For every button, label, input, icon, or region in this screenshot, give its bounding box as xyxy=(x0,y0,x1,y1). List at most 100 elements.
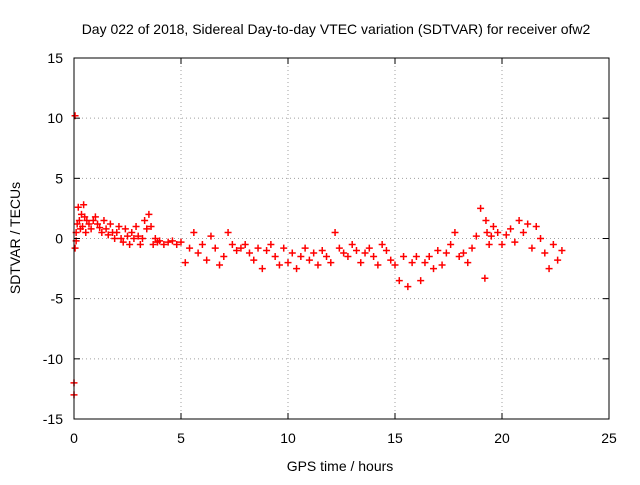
data-point xyxy=(314,261,322,269)
data-point xyxy=(73,220,81,228)
data-point xyxy=(412,253,420,261)
data-point xyxy=(494,228,502,236)
data-point xyxy=(81,213,89,221)
data-point xyxy=(425,253,433,261)
data-point xyxy=(487,232,495,240)
data-point xyxy=(147,222,155,230)
x-tick-label: 10 xyxy=(280,430,296,446)
data-point xyxy=(442,249,450,257)
y-axis-label: SDTVAR / TECUs xyxy=(7,182,23,294)
data-point xyxy=(417,277,425,285)
data-point xyxy=(74,203,82,211)
data-point xyxy=(378,241,386,249)
data-point xyxy=(267,241,275,249)
data-point xyxy=(382,247,390,255)
data-point xyxy=(502,231,510,239)
data-point xyxy=(472,232,480,240)
x-tick-label: 0 xyxy=(70,430,78,446)
data-point xyxy=(94,220,102,228)
data-point xyxy=(134,232,142,240)
data-point xyxy=(220,253,228,261)
data-point xyxy=(305,256,313,264)
data-point xyxy=(340,249,348,257)
y-tick-label: 15 xyxy=(47,50,63,66)
data-point xyxy=(237,244,245,252)
data-point xyxy=(280,244,288,252)
data-point xyxy=(370,253,378,261)
data-point xyxy=(408,259,416,267)
data-point xyxy=(288,249,296,257)
data-point xyxy=(549,241,557,249)
data-point xyxy=(104,231,112,239)
data-point xyxy=(258,265,266,273)
data-point xyxy=(357,259,365,267)
data-point xyxy=(186,244,194,252)
y-tick-label: -10 xyxy=(43,351,63,367)
data-point xyxy=(301,244,309,252)
data-point xyxy=(545,265,553,273)
y-tick-label: -15 xyxy=(43,411,63,427)
data-point xyxy=(190,228,198,236)
data-point xyxy=(124,232,131,240)
data-point xyxy=(344,253,352,261)
data-point xyxy=(498,241,506,249)
axis-ticks: 0 5 10 15 20 25 -15 -10 -5 0 5 10 15 xyxy=(43,50,617,446)
data-point xyxy=(216,261,224,269)
data-point xyxy=(554,256,562,264)
data-point xyxy=(87,225,95,233)
data-point xyxy=(181,259,189,267)
data-point xyxy=(365,244,373,252)
data-point xyxy=(106,220,114,228)
grid-lines xyxy=(74,58,609,419)
data-point xyxy=(228,241,236,249)
y-tick-label: 10 xyxy=(47,110,63,126)
data-point xyxy=(352,247,360,255)
data-point xyxy=(430,265,438,273)
data-point xyxy=(136,241,144,249)
data-point xyxy=(515,216,523,224)
data-point xyxy=(524,220,532,228)
data-point xyxy=(434,247,442,255)
y-tick-label: -5 xyxy=(51,291,64,307)
x-tick-label: 20 xyxy=(494,430,510,446)
data-point xyxy=(323,253,331,261)
data-point xyxy=(207,232,215,240)
data-point xyxy=(160,241,168,249)
data-point xyxy=(541,249,549,257)
data-point xyxy=(115,222,123,230)
y-tick-label: 5 xyxy=(55,170,63,186)
data-point xyxy=(263,247,271,255)
data-point xyxy=(447,241,455,249)
data-point xyxy=(483,228,491,236)
data-point xyxy=(348,241,356,249)
data-point xyxy=(511,238,519,246)
data-point xyxy=(211,244,219,252)
data-point xyxy=(250,256,258,264)
data-point xyxy=(79,222,87,230)
data-point xyxy=(177,238,185,246)
data-point xyxy=(141,216,149,224)
data-point xyxy=(151,235,159,242)
data-point xyxy=(459,249,467,257)
data-point xyxy=(485,241,493,249)
data-point xyxy=(117,235,125,242)
data-point xyxy=(438,261,446,269)
data-point xyxy=(374,261,382,269)
data-point xyxy=(387,256,395,264)
data-point xyxy=(455,253,463,261)
data-point xyxy=(164,238,172,246)
data-point xyxy=(284,259,292,267)
data-point xyxy=(156,237,164,245)
data-point xyxy=(198,241,206,249)
data-point xyxy=(558,247,566,255)
data-point xyxy=(126,241,134,249)
data-point xyxy=(100,216,108,224)
chart-title: Day 022 of 2018, Sidereal Day-to-day VTE… xyxy=(82,21,591,37)
data-point xyxy=(98,228,106,236)
data-point xyxy=(89,216,97,224)
x-tick-label: 5 xyxy=(177,430,185,446)
data-point xyxy=(111,235,119,242)
data-point xyxy=(71,244,79,252)
data-point xyxy=(80,201,88,209)
